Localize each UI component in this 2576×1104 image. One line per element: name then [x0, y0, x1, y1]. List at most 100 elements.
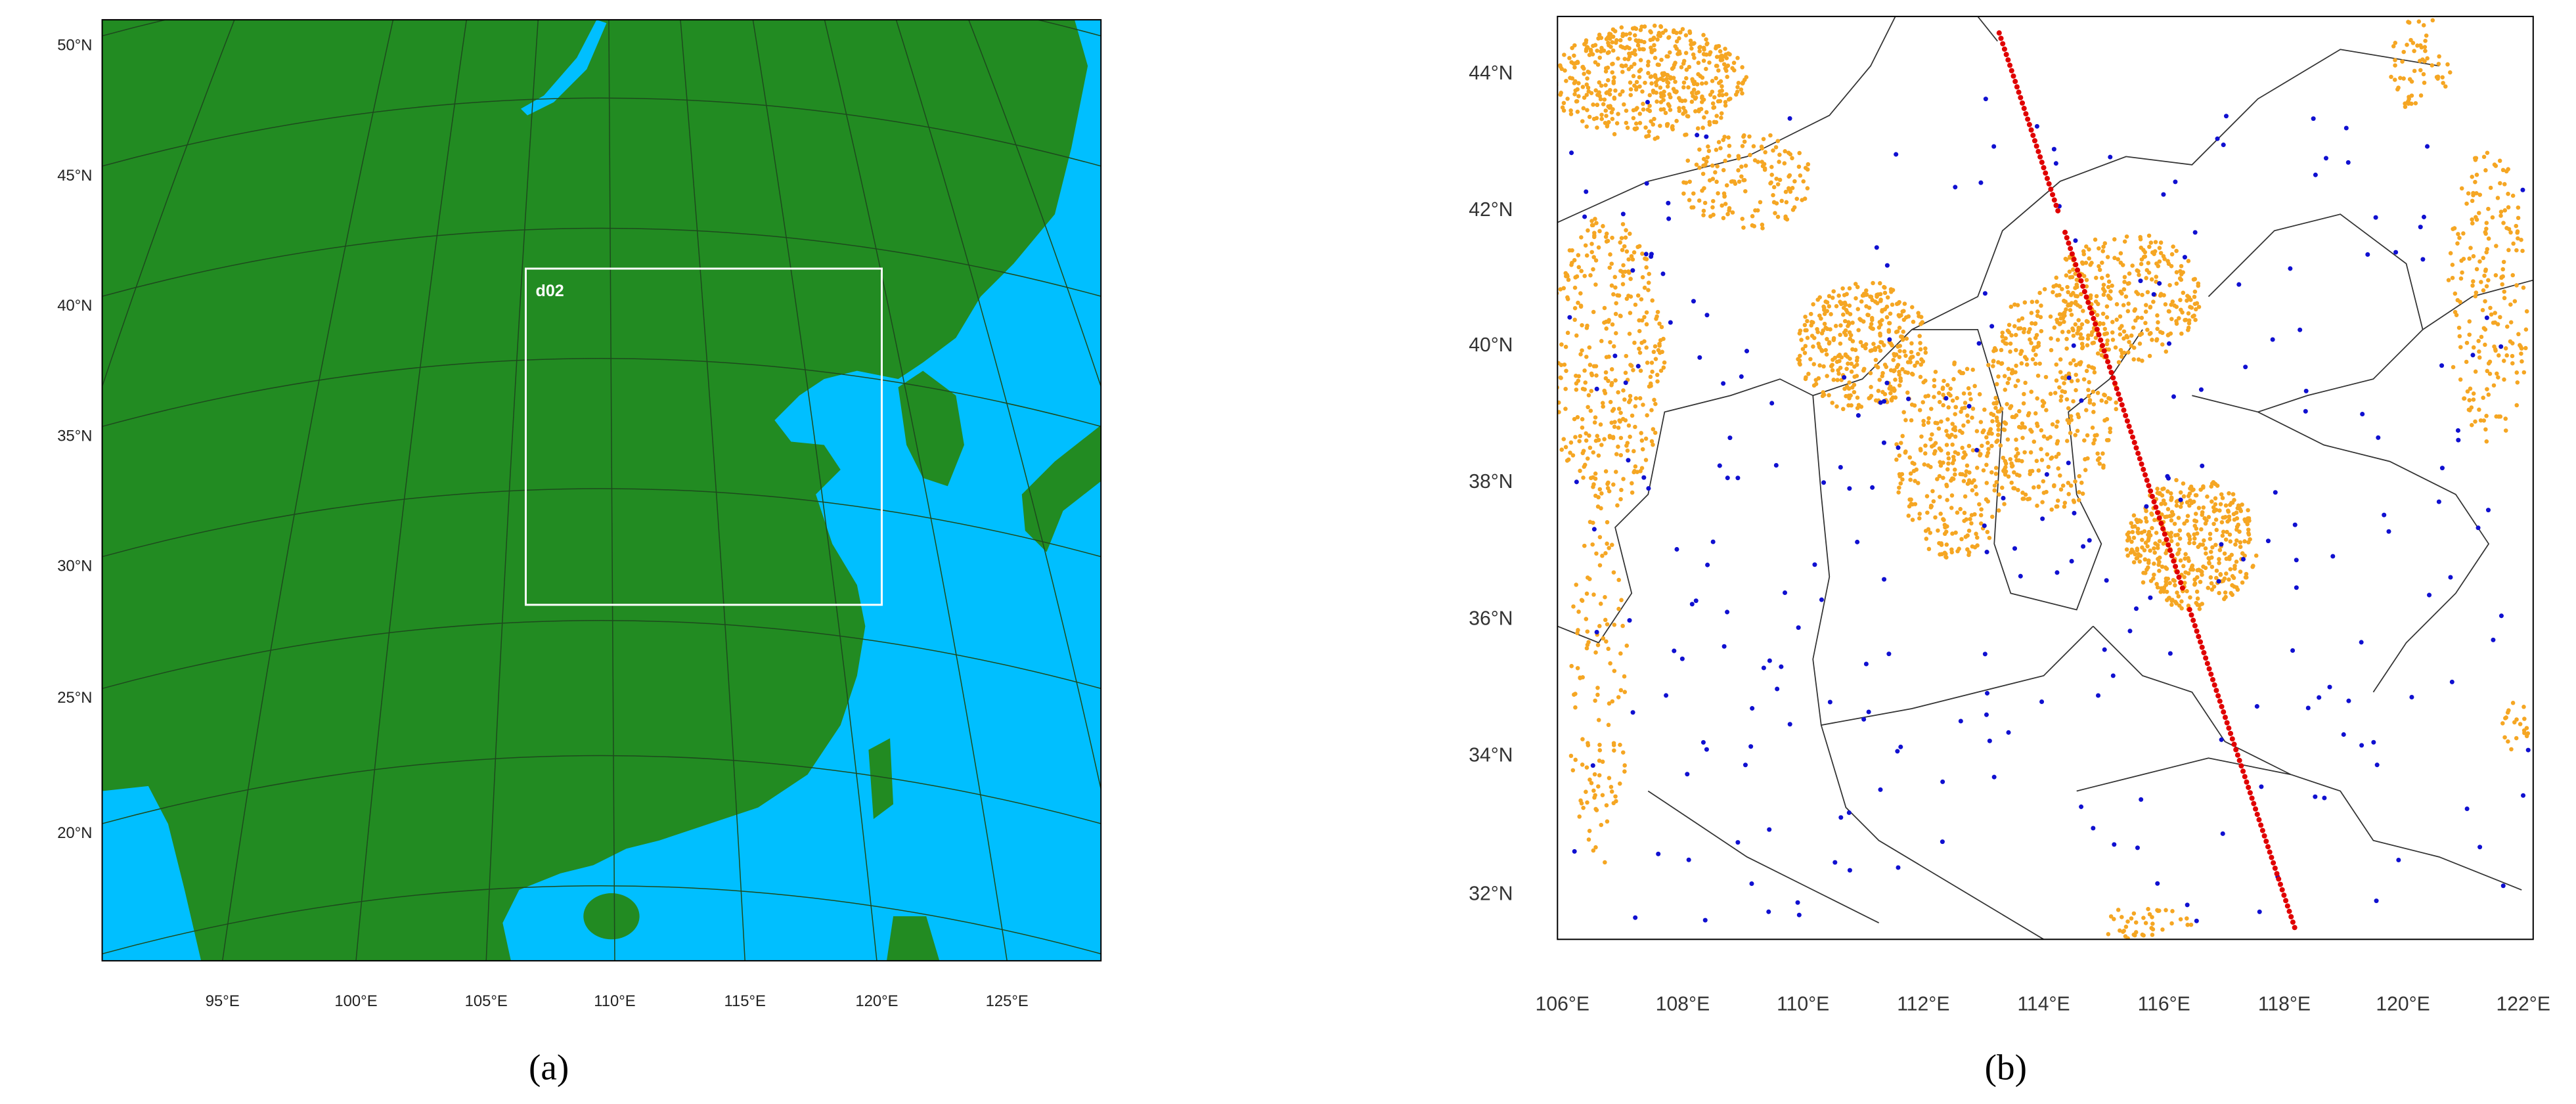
orange-dot	[1603, 66, 1609, 71]
blue-dot	[1821, 480, 1827, 485]
blue-dot	[1735, 475, 1741, 481]
orange-dot	[2234, 585, 2239, 590]
orange-dot	[2204, 551, 2208, 556]
orange-dot	[2131, 513, 2137, 518]
orange-dot	[2221, 515, 2225, 520]
orange-dot	[1908, 477, 1913, 482]
orange-dot	[2189, 565, 2194, 569]
blue-dot	[2449, 679, 2454, 684]
orange-dot	[1825, 374, 1829, 378]
orange-dot	[1574, 387, 1579, 392]
orange-dot	[1701, 33, 1706, 37]
orange-dot	[2077, 474, 2082, 479]
orange-dot	[1632, 449, 1636, 454]
orange-dot	[1572, 416, 1577, 422]
orange-dot	[1565, 97, 1570, 101]
orange-dot	[1597, 742, 1602, 747]
orange-dot	[1683, 110, 1688, 114]
blue-dot	[1796, 625, 1801, 630]
orange-dot	[1958, 472, 1963, 477]
orange-dot	[2003, 336, 2008, 341]
orange-dot	[1702, 47, 1706, 52]
orange-dot	[2035, 503, 2039, 508]
orange-dot	[1609, 789, 1614, 794]
orange-dot	[1593, 493, 1598, 498]
orange-dot	[1990, 419, 1995, 424]
orange-dot	[1918, 374, 1923, 380]
orange-dot	[1940, 386, 1945, 390]
blue-dot	[2420, 257, 2426, 262]
orange-dot	[1788, 152, 1793, 157]
orange-dot	[1907, 455, 1913, 460]
orange-dot	[1628, 294, 1633, 299]
orange-dot	[2136, 531, 2141, 536]
orange-dot	[1837, 353, 1842, 357]
orange-dot	[1774, 176, 1779, 181]
orange-dot	[1645, 413, 1649, 418]
orange-dot	[2120, 351, 2125, 355]
orange-dot	[2085, 319, 2090, 324]
orange-dot	[1695, 126, 1700, 131]
orange-dot	[1688, 38, 1693, 43]
orange-dot	[1586, 393, 1591, 398]
orange-dot	[2488, 305, 2493, 311]
orange-dot	[1724, 68, 1729, 73]
orange-dot	[1574, 583, 1578, 587]
orange-dot	[1631, 74, 1636, 79]
orange-dot	[1604, 91, 1609, 95]
orange-dot	[1618, 781, 1622, 786]
orange-dot	[1585, 629, 1590, 634]
orange-dot	[2039, 458, 2045, 462]
track-dot	[2215, 693, 2221, 699]
orange-dot	[1612, 669, 1617, 673]
orange-dot	[1836, 371, 1841, 376]
orange-dot	[2181, 481, 2186, 486]
orange-dot	[2068, 483, 2074, 488]
orange-dot	[1585, 76, 1589, 81]
orange-dot	[2186, 311, 2191, 316]
orange-dot	[1824, 352, 1829, 357]
orange-dot	[2056, 466, 2060, 471]
orange-dot	[1787, 173, 1792, 178]
orange-dot	[2484, 413, 2489, 418]
orange-dot	[1965, 463, 1970, 468]
blue-dot	[1779, 664, 1784, 669]
orange-dot	[1982, 428, 1986, 433]
orange-dot	[1775, 182, 1781, 187]
track-dot	[2094, 326, 2100, 332]
orange-dot	[1844, 384, 1850, 389]
orange-dot	[1835, 378, 1840, 382]
orange-dot	[1939, 419, 1943, 424]
orange-dot	[2086, 333, 2091, 338]
track-dot	[2194, 628, 2200, 634]
orange-dot	[1596, 245, 1601, 250]
orange-dot	[1953, 472, 1957, 477]
orange-dot	[1603, 860, 1607, 865]
orange-dot	[2089, 330, 2095, 335]
orange-dot	[2495, 196, 2500, 200]
orange-dot	[2205, 494, 2210, 499]
orange-dot	[1933, 369, 1938, 374]
orange-dot	[1727, 154, 1731, 158]
orange-dot	[2084, 278, 2089, 282]
track-dot	[2156, 515, 2162, 521]
orange-dot	[1710, 163, 1715, 168]
orange-dot	[1626, 423, 1632, 428]
orange-dot	[1773, 144, 1779, 150]
orange-dot	[1974, 535, 1980, 540]
orange-dot	[1603, 551, 1608, 556]
track-dot	[2071, 256, 2077, 262]
orange-dot	[1605, 51, 1610, 55]
orange-dot	[1618, 38, 1623, 43]
orange-dot	[2456, 232, 2460, 236]
lon-label: 106°E	[1536, 994, 1589, 1015]
orange-dot	[1873, 347, 1878, 352]
orange-dot	[2481, 395, 2485, 400]
orange-dot	[2500, 282, 2504, 287]
orange-dot	[1643, 80, 1647, 85]
orange-dot	[1941, 403, 1945, 408]
blue-dot	[2192, 230, 2198, 235]
orange-dot	[1987, 535, 1992, 541]
orange-dot	[1668, 95, 1673, 100]
blue-dot	[2294, 585, 2299, 590]
